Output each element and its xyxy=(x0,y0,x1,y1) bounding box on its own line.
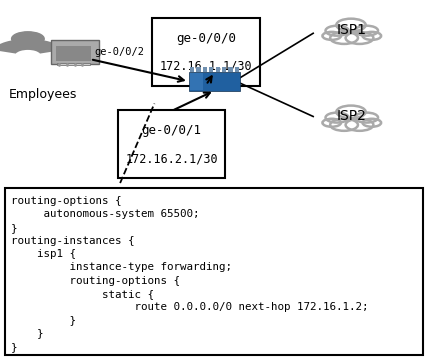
Text: }: } xyxy=(11,342,17,352)
FancyBboxPatch shape xyxy=(118,110,225,178)
Circle shape xyxy=(363,119,381,127)
Text: ISP1: ISP1 xyxy=(337,23,367,37)
Circle shape xyxy=(330,32,358,44)
Circle shape xyxy=(355,113,378,122)
FancyBboxPatch shape xyxy=(152,18,260,86)
Circle shape xyxy=(12,32,44,46)
Circle shape xyxy=(355,26,378,36)
Text: static {: static { xyxy=(11,289,154,299)
Wedge shape xyxy=(0,39,64,53)
Circle shape xyxy=(326,113,349,122)
Circle shape xyxy=(323,32,341,40)
Text: 172.16.1.1/30: 172.16.1.1/30 xyxy=(160,60,252,73)
Text: routing-instances {: routing-instances { xyxy=(11,236,134,246)
FancyBboxPatch shape xyxy=(222,67,227,72)
Circle shape xyxy=(323,119,341,127)
Text: instance-type forwarding;: instance-type forwarding; xyxy=(11,262,232,272)
Circle shape xyxy=(346,32,373,44)
Text: ge-0/0/0: ge-0/0/0 xyxy=(176,32,236,45)
Text: }: } xyxy=(11,315,76,325)
FancyBboxPatch shape xyxy=(190,67,194,72)
FancyBboxPatch shape xyxy=(57,63,90,65)
Circle shape xyxy=(346,119,373,131)
Text: routing-options {: routing-options { xyxy=(11,276,180,286)
Text: autonomous-system 65500;: autonomous-system 65500; xyxy=(11,209,199,219)
FancyBboxPatch shape xyxy=(202,67,207,72)
Circle shape xyxy=(330,119,358,131)
FancyBboxPatch shape xyxy=(189,72,240,90)
FancyBboxPatch shape xyxy=(235,67,239,72)
Circle shape xyxy=(363,32,381,40)
FancyBboxPatch shape xyxy=(196,67,201,72)
FancyBboxPatch shape xyxy=(56,46,91,61)
FancyBboxPatch shape xyxy=(209,67,214,72)
Text: route 0.0.0.0/0 next-hop 172.16.1.2;: route 0.0.0.0/0 next-hop 172.16.1.2; xyxy=(11,302,368,312)
Text: }: } xyxy=(11,328,43,339)
Text: Employees: Employees xyxy=(9,88,77,101)
Text: routing-options {: routing-options { xyxy=(11,196,121,206)
Text: }: } xyxy=(11,223,17,233)
Circle shape xyxy=(336,106,366,118)
FancyBboxPatch shape xyxy=(51,40,99,64)
FancyBboxPatch shape xyxy=(216,67,220,72)
Text: ISP2: ISP2 xyxy=(337,109,367,123)
Circle shape xyxy=(326,26,349,36)
Circle shape xyxy=(336,19,366,31)
Text: ge-0/0/2: ge-0/0/2 xyxy=(94,47,145,57)
FancyBboxPatch shape xyxy=(228,67,233,72)
Text: isp1 {: isp1 { xyxy=(11,249,76,259)
FancyBboxPatch shape xyxy=(5,188,423,355)
FancyBboxPatch shape xyxy=(190,73,203,90)
Text: ge-0/0/1: ge-0/0/1 xyxy=(142,125,202,137)
Text: 172.16.2.1/30: 172.16.2.1/30 xyxy=(125,152,218,165)
